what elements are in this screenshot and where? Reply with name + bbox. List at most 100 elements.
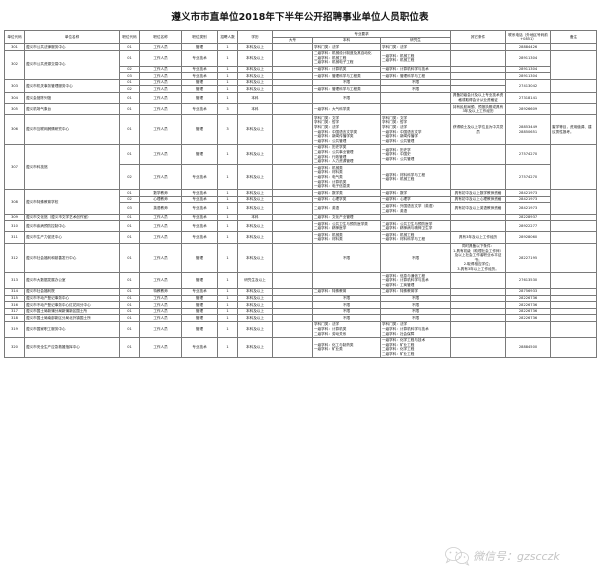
cell-headcount: 1 bbox=[217, 314, 238, 322]
cell-unit-code: 301 bbox=[4, 43, 25, 51]
cell-remark bbox=[550, 287, 598, 296]
cell-post-code: 01 bbox=[119, 114, 140, 145]
cell-post-code: 01 bbox=[119, 336, 140, 359]
cell-other-conditions bbox=[450, 294, 507, 303]
cell-major-master bbox=[379, 91, 452, 105]
cell-education: 本科及以上 bbox=[237, 78, 273, 87]
table-header: 单位代码 单位名称 职位代码 职位名称 职位类别 招聘人数 学历 专业要求 其它… bbox=[4, 29, 598, 45]
cell-major-bachelor: 二级学科：机械设计制造及其自动化 二级学科：机械工程 二级学科：机械电子工程 bbox=[312, 49, 381, 67]
cell-post-name: 工作人员 bbox=[139, 294, 182, 303]
cell-other-conditions bbox=[450, 320, 507, 338]
cell-major-master: 学科门类：法学 bbox=[379, 43, 452, 51]
cell-headcount: 1 bbox=[217, 242, 238, 274]
cell-unit-name: 遵义市大数据发展办公室 bbox=[24, 272, 120, 289]
cell-post-code: 01 bbox=[119, 294, 140, 303]
cell-major-master: 不限 bbox=[379, 78, 452, 87]
cell-education: 本科及以上 bbox=[237, 314, 273, 322]
cell-telephone: 28926609 bbox=[505, 103, 552, 116]
cell-unit-code: 305 bbox=[4, 103, 25, 116]
cell-telephone: 28226736 bbox=[505, 301, 552, 309]
cell-unit-name: 遵义机场气象台 bbox=[24, 103, 120, 116]
cell-major-college bbox=[272, 195, 313, 204]
cell-unit-code: 308 bbox=[4, 189, 25, 215]
cell-education: 本科及以上 bbox=[237, 43, 273, 51]
cell-telephone: 28884426 bbox=[505, 43, 552, 51]
table-row: 304 遵义会馆陈列馆 01 工作人员 管理 1 本科 不限 具备初级会计及以上专业技术资格或取… bbox=[4, 91, 598, 105]
header-unit-name: 单位名称 bbox=[24, 29, 120, 45]
cell-telephone: 28226736 bbox=[505, 314, 552, 322]
cell-post-type: 管理 bbox=[181, 43, 218, 51]
cell-post-type: 专业技术 bbox=[181, 336, 218, 359]
cell-major-master: 学科门类：文学 学科门类：哲学 学科门类：法学 一级学科：中国语言文学 一级学科… bbox=[379, 114, 452, 145]
cell-remark bbox=[550, 43, 598, 51]
cell-post-name: 数学教师 bbox=[139, 189, 182, 197]
table-row: 306 遵义市互联网舆情研究中心 01 工作人员 管理 3 本科及以上 学科门类：文学 学科门… bbox=[4, 114, 598, 145]
header-remark: 备注 bbox=[550, 29, 598, 45]
cell-major-master: 一级学科：管理科学与工程 bbox=[379, 72, 452, 80]
cell-post-type: 专业技术 bbox=[181, 72, 218, 80]
cell-post-type: 管理 bbox=[181, 272, 218, 289]
cell-telephone: 28853449 28850651 bbox=[505, 114, 552, 145]
cell-remark bbox=[550, 189, 598, 215]
cell-post-name: 工作人员 bbox=[139, 220, 182, 233]
cell-major-bachelor: 一级学科：公共卫生与预防医学类 二级学科：精神医学 bbox=[312, 220, 381, 233]
cell-remark bbox=[550, 242, 598, 274]
cell-major-college bbox=[272, 320, 313, 338]
cell-remark bbox=[550, 272, 598, 289]
cell-post-code: 01 bbox=[119, 301, 140, 309]
cell-unit-name: 遵义会馆陈列馆 bbox=[24, 91, 120, 105]
cell-telephone: 27574270 bbox=[505, 143, 552, 166]
cell-major-master: 不限 bbox=[379, 242, 452, 274]
cell-other-conditions bbox=[450, 78, 507, 87]
table-body: 301 遵义市公共法律服务中心 01 工作人员 管理 1 本科及以上 学科门类：法学 学科门类：… bbox=[4, 43, 598, 359]
cell-other-conditions bbox=[450, 287, 507, 296]
cell-post-type: 专业技术 bbox=[181, 220, 218, 233]
cell-major-bachelor: 不限 bbox=[312, 242, 381, 274]
header-unit-code: 单位代码 bbox=[4, 29, 25, 45]
cell-remark bbox=[550, 231, 598, 244]
cell-post-type: 管理 bbox=[181, 85, 218, 93]
cell-major-bachelor: 学科门类：文学 学科门类：哲学 学科门类：法学 一级学科：中国语言文学类 一级学… bbox=[312, 114, 381, 145]
cell-education: 本科及以上 bbox=[237, 72, 273, 80]
cell-major-college bbox=[272, 49, 313, 67]
cell-other-conditions bbox=[450, 65, 507, 74]
cell-major-bachelor: 不限 bbox=[312, 91, 381, 105]
cell-major-bachelor: 一级学科：管理科学与工程类 bbox=[312, 72, 381, 80]
cell-post-code: 01 bbox=[119, 78, 140, 87]
cell-headcount: 1 bbox=[217, 43, 238, 51]
cell-unit-code: 314 bbox=[4, 287, 25, 296]
cell-education: 本科及以上 bbox=[237, 49, 273, 67]
cell-unit-code: 318 bbox=[4, 314, 25, 322]
cell-other-conditions: 获得硕士及以上学位且为中共党员 bbox=[450, 114, 507, 145]
cell-other-conditions bbox=[450, 307, 507, 316]
cell-major-master: 二级学科：公共卫生与预防医学 二级学科：精神病与精神卫生学 bbox=[379, 220, 452, 233]
wechat-icon bbox=[445, 547, 470, 566]
cell-post-code: 01 bbox=[119, 103, 140, 116]
table-row: 319 遵义市国家职工服务中心 01 工作人员 管理 1 本科及以上 学科门类：法学 一级学科… bbox=[4, 320, 598, 338]
cell-remark bbox=[550, 336, 598, 359]
header-post-name: 职位名称 bbox=[139, 29, 182, 45]
cell-post-name: 心理教师 bbox=[139, 195, 182, 204]
cell-telephone: 28228937 bbox=[505, 213, 552, 222]
cell-unit-code: 313 bbox=[4, 272, 25, 289]
cell-major-master: 不限 bbox=[379, 314, 452, 322]
cell-post-type: 专业技术 bbox=[181, 195, 218, 204]
cell-education: 本科及以上 bbox=[237, 65, 273, 74]
cell-headcount: 1 bbox=[217, 189, 238, 197]
cell-headcount: 1 bbox=[217, 91, 238, 105]
header-major-master: 研究生 bbox=[379, 36, 452, 45]
cell-post-type: 专业技术 bbox=[181, 65, 218, 74]
cell-major-college bbox=[272, 114, 313, 145]
cell-post-code: 01 bbox=[119, 189, 140, 197]
cell-post-type: 专业技术 bbox=[181, 213, 218, 222]
cell-other-conditions: 具有3年及以上工作经历 bbox=[450, 231, 507, 244]
cell-telephone: 28911304 bbox=[505, 65, 552, 74]
cell-telephone: 28421973 bbox=[505, 195, 552, 204]
cell-other-conditions bbox=[450, 220, 507, 233]
cell-post-code: 02 bbox=[119, 164, 140, 191]
cell-headcount: 3 bbox=[217, 103, 238, 116]
cell-telephone: 27613530 bbox=[505, 272, 552, 289]
cell-headcount: 1 bbox=[217, 336, 238, 359]
cell-telephone: 28922277 bbox=[505, 220, 552, 233]
cell-major-bachelor: 一级学科：大气科学类 bbox=[312, 103, 381, 116]
